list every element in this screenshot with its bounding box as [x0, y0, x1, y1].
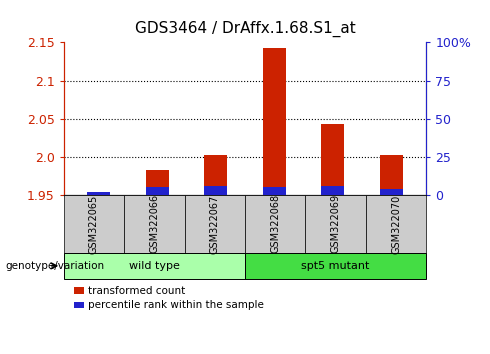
Bar	[321, 185, 344, 195]
Bar	[87, 192, 110, 195]
Bar	[204, 155, 227, 195]
Text: genotype/variation: genotype/variation	[5, 261, 104, 271]
Text: GSM322066: GSM322066	[149, 194, 159, 253]
Text: wild type: wild type	[129, 261, 180, 271]
Bar	[380, 189, 403, 195]
Text: GSM322067: GSM322067	[210, 194, 220, 253]
Bar	[263, 187, 286, 195]
Bar	[380, 155, 403, 195]
Text: GSM322069: GSM322069	[331, 194, 341, 253]
Text: GSM322068: GSM322068	[270, 194, 280, 253]
Text: GSM322070: GSM322070	[391, 194, 401, 253]
Bar	[263, 48, 286, 195]
Text: GDS3464 / DrAffx.1.68.S1_at: GDS3464 / DrAffx.1.68.S1_at	[135, 21, 355, 38]
Text: transformed count: transformed count	[88, 286, 185, 296]
Bar	[146, 170, 169, 195]
Bar	[87, 193, 110, 195]
Bar	[146, 187, 169, 195]
Text: percentile rank within the sample: percentile rank within the sample	[88, 300, 264, 310]
Text: GSM322065: GSM322065	[89, 194, 99, 253]
Bar	[321, 124, 344, 195]
Bar	[204, 185, 227, 195]
Text: spt5 mutant: spt5 mutant	[301, 261, 370, 271]
